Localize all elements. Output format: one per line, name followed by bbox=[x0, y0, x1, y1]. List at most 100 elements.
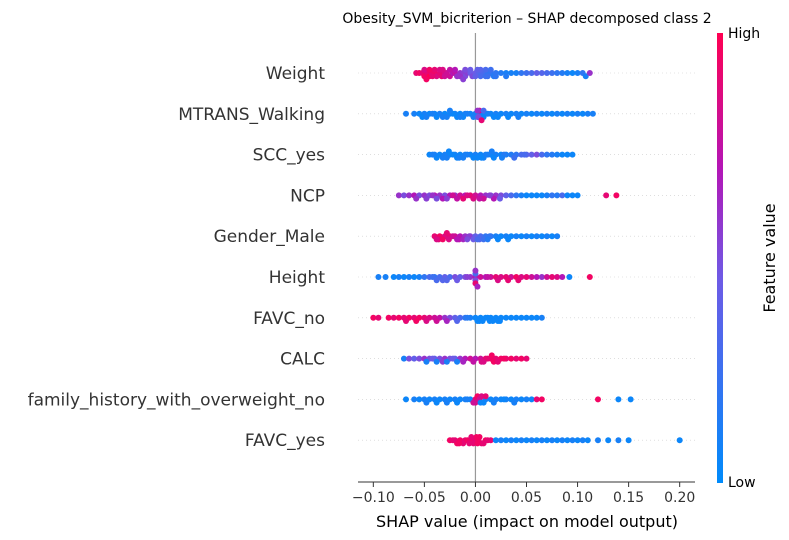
feature-label: NCP bbox=[290, 186, 325, 206]
shap-point bbox=[615, 396, 622, 403]
shap-point bbox=[395, 314, 402, 321]
shap-point bbox=[446, 66, 453, 73]
shap-point bbox=[421, 66, 428, 73]
shap-point bbox=[454, 236, 461, 243]
shap-point bbox=[505, 114, 512, 120]
feature-labels: Weight MTRANS_Walking SCC_yes NCP Gender_Mal… bbox=[28, 64, 326, 451]
shap-point bbox=[513, 233, 520, 240]
feature-label: FAVC_no bbox=[253, 309, 325, 329]
shap-point bbox=[523, 192, 530, 199]
shap-point bbox=[505, 277, 512, 284]
shap-point bbox=[513, 192, 520, 199]
x-tick-label: 0.10 bbox=[562, 490, 593, 506]
shap-point bbox=[513, 355, 520, 362]
shap-point bbox=[406, 192, 413, 199]
shap-point bbox=[554, 233, 561, 240]
shap-point bbox=[484, 151, 491, 158]
shap-point bbox=[559, 151, 566, 158]
shap-point bbox=[503, 73, 510, 80]
feature-label: CALC bbox=[280, 350, 325, 370]
shap-point bbox=[559, 192, 566, 199]
shap-point bbox=[464, 151, 471, 158]
shap-point bbox=[533, 396, 540, 403]
shap-point bbox=[518, 437, 525, 444]
shap-point bbox=[508, 192, 515, 199]
shap-point bbox=[474, 236, 481, 243]
shap-point bbox=[443, 114, 450, 120]
shap-point bbox=[538, 437, 545, 444]
shap-point bbox=[454, 399, 461, 406]
feature-label: MTRANS_Walking bbox=[178, 105, 325, 125]
shap-point bbox=[543, 274, 550, 280]
shap-point bbox=[508, 314, 515, 321]
shap-point bbox=[564, 70, 571, 76]
shap-point bbox=[474, 283, 481, 290]
shap-point bbox=[470, 399, 477, 406]
shap-point bbox=[390, 274, 397, 280]
shap-point bbox=[443, 358, 450, 365]
shap-point bbox=[433, 236, 440, 243]
shap-point bbox=[390, 314, 397, 321]
shap-point bbox=[411, 274, 418, 280]
shap-point bbox=[538, 274, 545, 280]
shap-point bbox=[564, 437, 571, 444]
shap-point bbox=[515, 277, 522, 284]
shap-point bbox=[490, 195, 497, 202]
shap-point bbox=[482, 66, 489, 73]
shap-point bbox=[400, 274, 407, 280]
shap-point bbox=[515, 114, 522, 120]
shap-point bbox=[429, 274, 436, 280]
shap-point bbox=[449, 355, 456, 362]
shap-point bbox=[513, 314, 520, 321]
feature-points-Height bbox=[375, 267, 593, 290]
shap-point bbox=[589, 110, 596, 117]
x-axis: −0.10 −0.05 0.00 0.05 0.10 0.15 0.20 bbox=[352, 481, 695, 506]
shap-point bbox=[523, 274, 530, 280]
shap-point bbox=[406, 355, 413, 362]
shap-point bbox=[460, 76, 467, 83]
shap-point bbox=[523, 314, 530, 321]
shap-point bbox=[416, 355, 423, 362]
shap-point bbox=[480, 107, 487, 114]
shap-point bbox=[478, 117, 485, 124]
shap-point bbox=[503, 314, 510, 321]
shap-point bbox=[460, 195, 467, 202]
shap-point bbox=[439, 277, 446, 284]
shap-point bbox=[569, 70, 576, 76]
shap-point bbox=[439, 66, 446, 73]
shap-point bbox=[603, 192, 610, 199]
shap-point bbox=[554, 192, 561, 199]
shap-point bbox=[564, 192, 571, 199]
feature-points-Weight bbox=[413, 66, 593, 83]
feature-points-SCC_yes bbox=[426, 148, 576, 161]
shap-point bbox=[518, 314, 525, 321]
x-axis-label: SHAP value (impact on model output) bbox=[376, 512, 678, 531]
shap-point bbox=[494, 358, 501, 365]
shap-point bbox=[494, 277, 501, 284]
shap-point bbox=[554, 70, 561, 76]
shap-point bbox=[579, 110, 586, 117]
shap-point bbox=[423, 318, 430, 324]
shap-point bbox=[586, 274, 593, 280]
shap-point bbox=[533, 314, 540, 321]
shap-point bbox=[454, 195, 461, 202]
shap-point bbox=[433, 114, 440, 120]
x-tick-label: −0.10 bbox=[352, 490, 395, 506]
shap-point bbox=[433, 399, 440, 406]
shap-point bbox=[460, 358, 467, 365]
shap-point bbox=[564, 151, 571, 158]
shap-point bbox=[513, 70, 520, 76]
shap-point bbox=[528, 151, 535, 158]
shap-point bbox=[554, 110, 561, 117]
chart-title: Obesity_SVM_bicriterion – SHAP decompose… bbox=[342, 11, 711, 27]
shap-point bbox=[496, 318, 503, 324]
shap-point bbox=[549, 437, 556, 444]
shap-point bbox=[508, 355, 515, 362]
shap-point bbox=[488, 352, 495, 359]
shap-point bbox=[523, 70, 530, 76]
shap-point bbox=[613, 192, 620, 199]
shap-point bbox=[375, 274, 382, 280]
shap-point bbox=[470, 358, 477, 365]
shap-point bbox=[439, 154, 446, 161]
feature-points-CALC bbox=[400, 352, 530, 365]
